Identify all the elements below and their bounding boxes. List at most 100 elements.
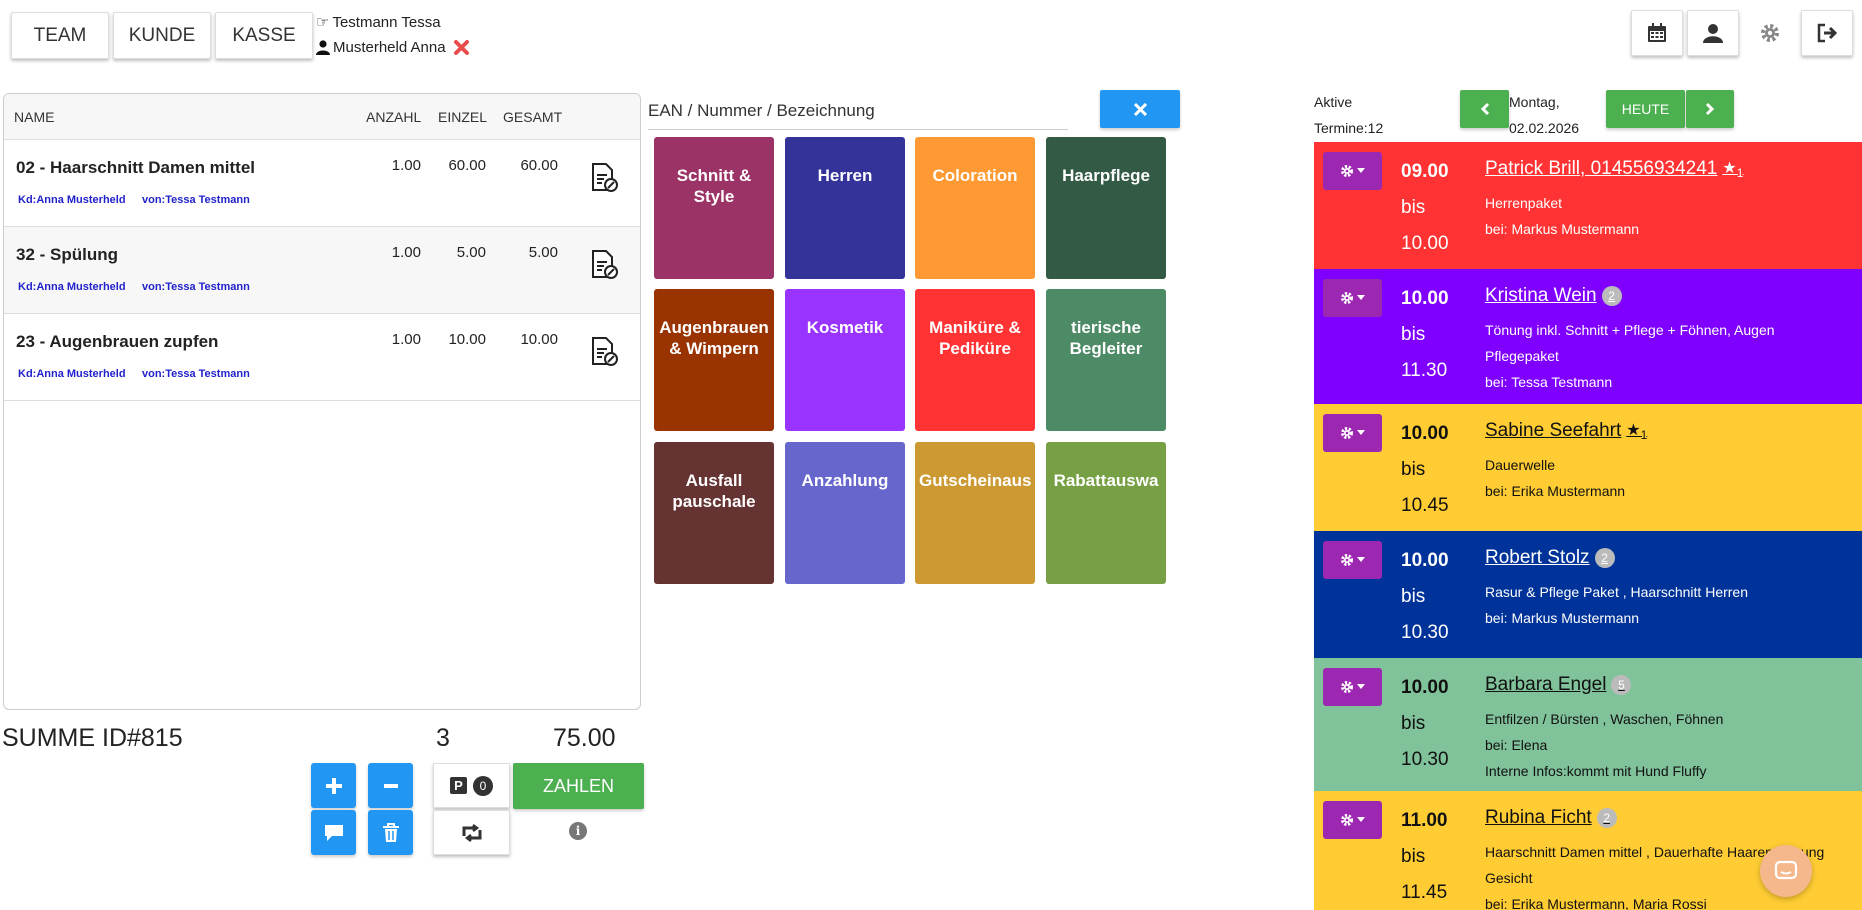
appointment-card[interactable]: 10.00 bis 11.30 Kristina Wein 2 Tönung inkl. … xyxy=(1314,269,1862,404)
appointment-bis: bis xyxy=(1401,586,1426,607)
item-einzel: 60.00 xyxy=(448,157,486,174)
edit-document-icon[interactable] xyxy=(590,162,618,194)
decrease-button[interactable] xyxy=(368,763,413,808)
appointment-end: 10.45 xyxy=(1401,495,1449,516)
appointment-detail: Gesicht xyxy=(1485,870,1533,886)
category-tile[interactable]: Anzahlung xyxy=(785,442,905,584)
delete-button[interactable] xyxy=(368,810,413,855)
appointment-options-button[interactable] xyxy=(1323,668,1382,706)
appointment-card[interactable]: 10.00 bis 10.30 Robert Stolz 2 Rasur & Pflege… xyxy=(1314,531,1862,658)
appointment-detail: Dauerwelle xyxy=(1485,457,1556,473)
appointment-end: 10.30 xyxy=(1401,622,1449,643)
item-name: 02 - Haarschnitt Damen mittel xyxy=(16,158,256,177)
appointment-options-button[interactable] xyxy=(1323,801,1382,839)
calendar-icon xyxy=(1648,23,1666,42)
caret-down-icon xyxy=(1357,817,1365,822)
logout-icon xyxy=(1817,23,1838,43)
profile-button[interactable] xyxy=(1687,10,1739,56)
appointment-customer-link[interactable]: Robert Stolz xyxy=(1485,547,1590,568)
prev-day-button[interactable] xyxy=(1460,90,1509,128)
category-tile[interactable]: Maniküre & Pediküre xyxy=(915,289,1035,431)
customer-selection[interactable]: Musterheld Anna xyxy=(316,39,470,56)
appointment-bis: bis xyxy=(1401,713,1426,734)
appointment-detail: Tönung inkl. Schnitt + Pflege + Föhnen, … xyxy=(1485,322,1775,338)
category-tile[interactable]: Ausfall pauschale xyxy=(654,442,774,584)
increase-button[interactable] xyxy=(311,763,356,808)
visit-count-badge: 2 xyxy=(1596,808,1617,828)
today-button[interactable]: HEUTE xyxy=(1606,90,1685,128)
item-staff: von:Tessa Testmann xyxy=(142,368,250,380)
category-tile[interactable]: Haarpflege xyxy=(1046,137,1166,279)
star-icon: ★1 xyxy=(1626,422,1648,443)
appointment-detail: bei: Erika Mustermann xyxy=(1485,483,1626,499)
category-tile[interactable]: Coloration xyxy=(915,137,1035,279)
category-tile[interactable]: Gutscheinaus xyxy=(915,442,1035,584)
comment-button[interactable] xyxy=(311,810,356,855)
appointment-card[interactable]: 09.00 bis 10.00 Patrick Brill, 014556934241… xyxy=(1314,142,1862,269)
active-label: Aktive xyxy=(1314,94,1353,110)
gear-icon xyxy=(1341,814,1353,826)
appointment-start: 09.00 xyxy=(1401,161,1449,182)
parked-count-badge: 0 xyxy=(473,775,493,796)
category-tile[interactable]: Rabattauswa xyxy=(1046,442,1166,584)
next-day-button[interactable] xyxy=(1686,90,1734,128)
logout-button[interactable] xyxy=(1801,10,1853,56)
cart-row[interactable]: 32 - Spülung 1.00 5.00 5.00 Kd:Anna Must… xyxy=(4,227,640,314)
search-input[interactable]: EAN / Nummer / Bezeichnung xyxy=(648,96,1068,130)
appointment-customer-link[interactable]: Sabine Seefahrt xyxy=(1485,420,1622,442)
appointment-options-button[interactable] xyxy=(1323,414,1382,452)
repeat-button[interactable] xyxy=(433,810,510,855)
info-icon[interactable]: i xyxy=(569,822,587,840)
settings-button[interactable] xyxy=(1755,18,1785,48)
category-tile[interactable]: tierische Begleiter xyxy=(1046,289,1166,431)
retweet-icon xyxy=(462,823,481,842)
appointment-options-button[interactable] xyxy=(1323,279,1382,317)
category-tile[interactable]: Augenbrauen & Wimpern xyxy=(654,289,774,431)
appointment-customer-link[interactable]: Barbara Engel xyxy=(1485,674,1607,695)
caret-down-icon xyxy=(1357,684,1365,689)
appointment-customer-link[interactable]: Kristina Wein xyxy=(1485,285,1597,306)
appointment-detail: Rasur & Pflege Paket , Haarschnitt Herre… xyxy=(1485,584,1749,600)
visit-count-badge: 2 xyxy=(1601,286,1622,306)
appointment-customer-link[interactable]: Rubina Ficht xyxy=(1485,807,1592,828)
staff-selection[interactable]: ☞ Testmann Tessa xyxy=(316,13,441,32)
cart-row[interactable]: 02 - Haarschnitt Damen mittel 1.00 60.00… xyxy=(4,140,640,227)
cart-row[interactable]: 23 - Augenbrauen zupfen 1.00 10.00 10.00… xyxy=(4,314,640,401)
gear-icon xyxy=(1341,681,1353,693)
category-tile[interactable]: Kosmetik xyxy=(785,289,905,431)
clear-search-button[interactable] xyxy=(1100,90,1180,128)
plus-icon xyxy=(325,777,342,794)
category-tile[interactable]: Herren xyxy=(785,137,905,279)
appointment-customer-link[interactable]: Patrick Brill, 014556934241 xyxy=(1485,158,1718,180)
kasse-button[interactable]: KASSE xyxy=(215,12,313,59)
category-tile[interactable]: Schnitt & Style xyxy=(654,137,774,279)
item-gesamt: 5.00 xyxy=(528,244,558,261)
chat-button[interactable] xyxy=(1760,845,1812,897)
chevron-right-icon xyxy=(1705,102,1715,116)
gear-icon xyxy=(1761,24,1779,42)
calendar-button[interactable] xyxy=(1631,10,1683,56)
edit-document-icon[interactable] xyxy=(590,336,618,368)
kunde-button[interactable]: KUNDE xyxy=(113,12,211,59)
appointment-card[interactable]: 10.00 bis 10.45 Sabine Seefahrt ★1 Dauerwelle… xyxy=(1314,404,1862,531)
edit-document-icon[interactable] xyxy=(590,249,618,281)
star-count: 1 xyxy=(1640,428,1648,443)
appointment-options-button[interactable] xyxy=(1323,541,1382,579)
park-button[interactable]: P 0 xyxy=(433,763,510,808)
team-button[interactable]: TEAM xyxy=(11,12,109,59)
caret-down-icon xyxy=(1357,430,1365,435)
appointment-options-button[interactable] xyxy=(1323,152,1382,190)
staff-name: Testmann Tessa xyxy=(332,13,441,31)
sum-total: 75.00 xyxy=(553,724,616,752)
star-count: 1 xyxy=(1736,166,1744,181)
appointment-bis: bis xyxy=(1401,197,1426,218)
gear-icon xyxy=(1341,554,1353,566)
customer-name: Musterheld Anna xyxy=(333,39,446,56)
trash-icon xyxy=(382,822,399,842)
appointment-detail: bei: Tessa Testmann xyxy=(1485,374,1613,390)
appointment-card[interactable]: 10.00 bis 10.30 Barbara Engel 5 Entfilzen / B… xyxy=(1314,658,1862,791)
remove-customer-icon[interactable] xyxy=(453,39,470,56)
appointment-end: 10.30 xyxy=(1401,749,1449,770)
item-anzahl: 1.00 xyxy=(391,157,421,174)
pay-button[interactable]: ZAHLEN xyxy=(513,763,644,809)
